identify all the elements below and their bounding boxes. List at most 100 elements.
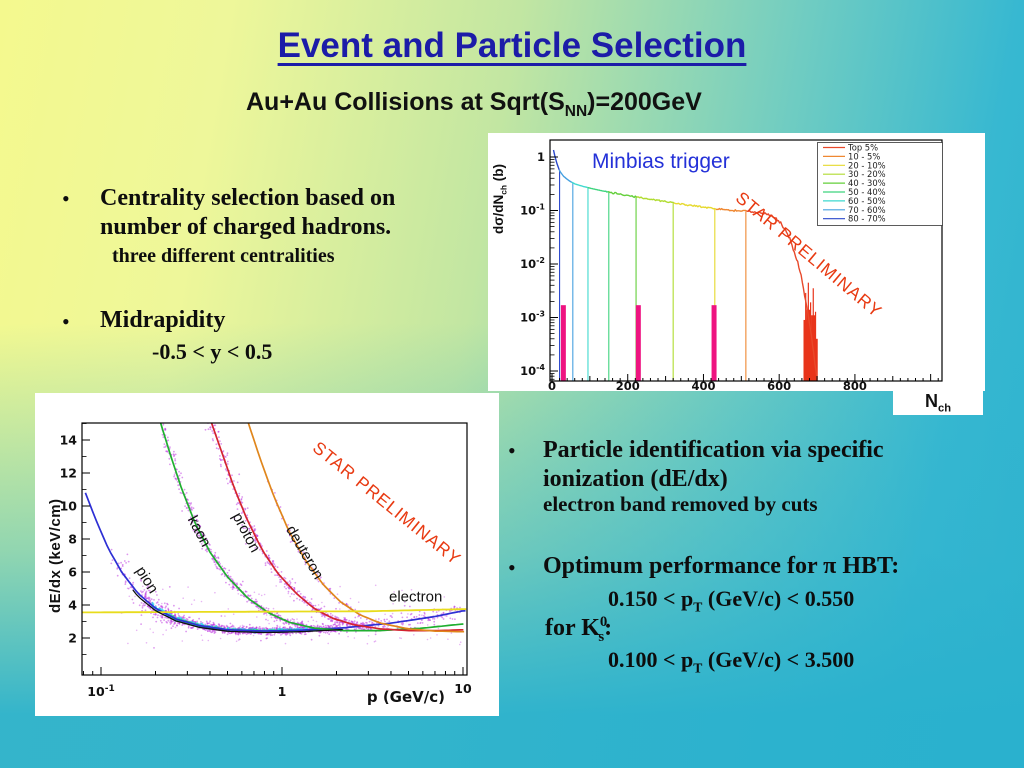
bullet-pid-sub: electron band removed by cuts [543, 492, 818, 516]
bullet-centrality: Centrality selection based on number of … [100, 184, 460, 242]
minbias-curve-segment [746, 210, 818, 379]
legend-label: 20 - 10% [848, 160, 886, 170]
y-tick-label: 10-2 [520, 256, 545, 271]
bullet-midrapidity: Midrapidity [100, 307, 226, 333]
nch-chart-y-axis-label: dσ/dNch (b) [491, 164, 509, 234]
nch-axis-label-box: Nch [893, 391, 983, 415]
k-pre: for K [545, 615, 600, 641]
range2-post: (GeV/c) < 3.500 [702, 647, 855, 672]
x-tick-label: 400 [691, 379, 715, 391]
bullet-icon: • [508, 555, 516, 580]
y-tick-label: 2 [68, 631, 77, 646]
y-tick-label: 8 [68, 532, 77, 547]
y-tick-label: 14 [60, 433, 78, 448]
subtitle-pre: Au+Au Collisions at Sqrt(S [246, 88, 565, 116]
ylabel-post: (b) [491, 164, 506, 185]
bullet-centrality-line1: Centrality selection based on [100, 185, 396, 211]
bullet-icon: • [508, 438, 516, 463]
bullet-midrapidity-range: -0.5 < y < 0.5 [152, 339, 273, 364]
nch-distribution-chart: 0 200 400 600 800 1 10-1 10-2 10-3 10-4 Top 5%10 -… [520, 139, 943, 391]
dedx-chart-y-axis-label: dE/dx (keV/cm) [47, 498, 64, 613]
ylabel-pre: dσ/dN [491, 194, 506, 234]
bullet-pid: Particle identification via specific ion… [543, 436, 983, 494]
legend-label: 60 - 50% [848, 196, 886, 206]
y-tick-label: 12 [60, 466, 77, 481]
pink-marker [711, 305, 717, 381]
title-wrap: Event and Particle Selection [0, 26, 1024, 66]
legend: Top 5%10 - 5%20 - 10%30 - 20%40 - 30%50 … [817, 142, 943, 226]
k0s-line: for K0s: [545, 614, 612, 646]
y-tick-label: 10 [60, 499, 78, 514]
y-tick-label: 10-4 [520, 363, 545, 378]
dedx-panel: pion kaon proton deuteron electron 2 4 6 8 10 12 14… [35, 393, 499, 716]
minbias-curve-segment [552, 149, 560, 171]
x-tick-label: 10 [454, 681, 472, 696]
subtitle-subscript: NN [564, 103, 588, 120]
range2-sub: T [693, 660, 703, 676]
k-superscript: 0 [599, 614, 608, 630]
red-bar [803, 319, 808, 381]
electron-curve [82, 608, 467, 614]
legend-label: 50 - 40% [848, 187, 886, 197]
dedx-chart-x-axis-label: p (GeV/c) [367, 688, 445, 706]
minbias-curve-segment [673, 202, 717, 211]
minbias-curve-segment [587, 186, 609, 193]
subtitle-post: )=200GeV [587, 88, 702, 116]
range1-post: (GeV/c) < 0.550 [702, 586, 855, 611]
ylabel-sub: ch [498, 185, 509, 195]
x-tick-label: 10-1 [87, 684, 114, 699]
minbias-curve-segment [715, 207, 747, 213]
bullet-optimum: Optimum performance for π HBT: [543, 553, 899, 580]
legend-label: Top 5% [847, 143, 878, 153]
minbias-curve-segment [571, 181, 588, 189]
legend-label: 80 - 70% [848, 214, 886, 224]
electron-label: electron [389, 589, 442, 606]
legend-label: 40 - 30% [848, 178, 886, 188]
plot-area [82, 423, 467, 649]
slide-subtitle: Au+Au Collisions at Sqrt(SNN)=200GeV [246, 88, 702, 121]
red-bar [808, 329, 813, 381]
page-title: Event and Particle Selection [277, 26, 747, 65]
bullet-pid-line2: ionization (dE/dx) [543, 466, 728, 492]
minbias-curve-segment [607, 190, 637, 199]
range1-pre: 0.150 < p [608, 586, 694, 611]
proton-label: proton [229, 510, 264, 556]
x-tick-label: 200 [616, 379, 640, 391]
bullet-centrality-sub: three different centralities [112, 245, 335, 267]
k-subscript: s [598, 628, 605, 645]
bullet-centrality-line2: number of charged hadrons. [100, 214, 392, 240]
bullet-icon: • [62, 309, 70, 334]
nch-label-sub: ch [937, 402, 952, 415]
x-tick-label: 600 [767, 379, 791, 391]
pink-marker [560, 305, 566, 381]
x-tick-label: 1 [278, 684, 287, 699]
pi-symbol: π [823, 553, 837, 579]
x-tick-label: 0 [548, 379, 556, 391]
range2-pre: 0.100 < p [608, 647, 694, 672]
y-tick-label: 1 [537, 150, 545, 164]
y-tick-label: 4 [68, 598, 77, 613]
y-tick-label: 10-1 [520, 203, 545, 218]
pion-curve [84, 492, 466, 632]
minbias-curve-segment [636, 196, 675, 204]
nch-label-main: N [924, 391, 938, 411]
pink-marker [635, 305, 641, 381]
pion-pt-range: 0.150 < pT (GeV/c) < 0.550 [608, 586, 854, 615]
bullet-pid-line1: Particle identification via specific [543, 437, 884, 463]
optimum-pre: Optimum performance for [543, 553, 824, 579]
legend-label: 10 - 5% [848, 151, 880, 161]
nch-distribution-panel: 0 200 400 600 800 1 10-1 10-2 10-3 10-4 Top 5% 10 -… [488, 133, 985, 391]
bullet-icon: • [62, 186, 70, 211]
k0s-pt-range: 0.100 < pT (GeV/c) < 3.500 [608, 647, 854, 676]
deuteron-label: deuteron [282, 523, 326, 583]
y-tick-label: 6 [68, 565, 77, 580]
red-bar [806, 309, 811, 381]
k-post: : [604, 615, 613, 641]
plot-frame [81, 422, 468, 676]
range1-sub: T [693, 599, 703, 615]
minbias-trigger-label: Minbias trigger [592, 150, 730, 173]
minbias-curve-segment [558, 169, 573, 183]
x-tick-label: 800 [843, 379, 867, 391]
